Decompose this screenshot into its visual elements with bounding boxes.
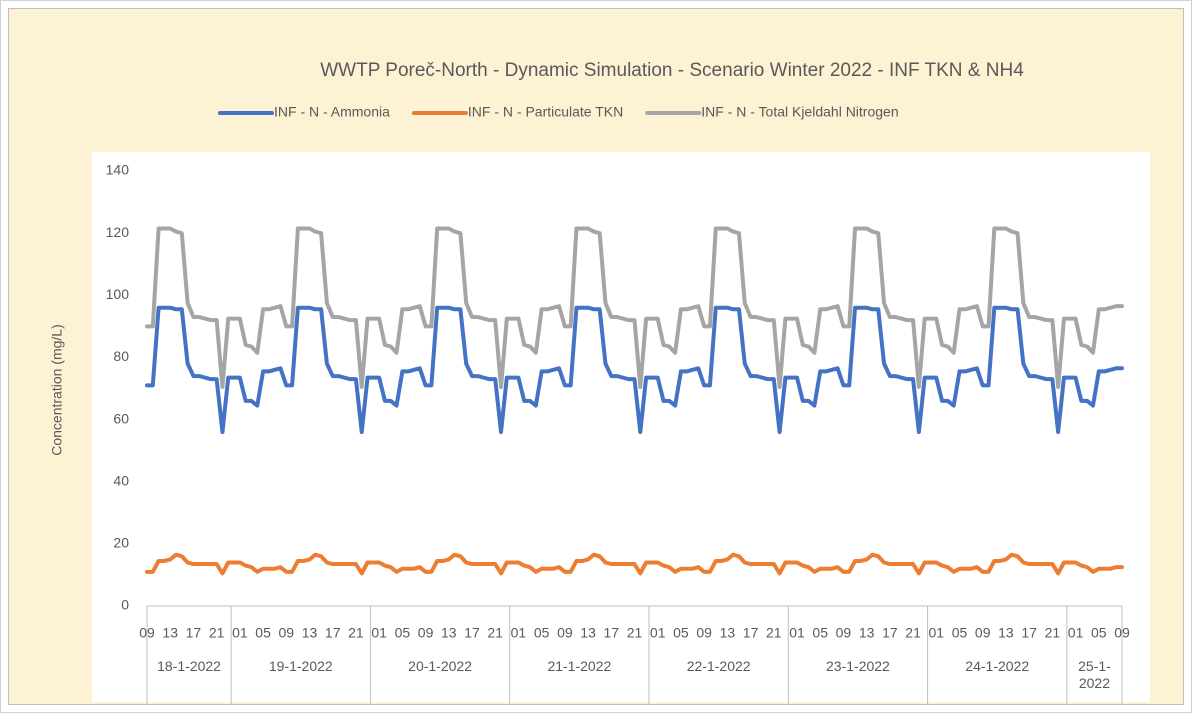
x-tick-label: 05 [1091,625,1107,641]
legend-label: INF - N - Ammonia [274,104,390,120]
x-tick-label: 17 [464,625,480,641]
x-tick-label: 17 [1021,625,1037,641]
x-tick-label: 05 [534,625,550,641]
x-tick-label: 01 [232,625,248,641]
y-tick-label: 100 [106,286,130,302]
x-tick-label: 17 [325,625,341,641]
x-tick-label: 13 [580,625,596,641]
x-tick-label: 21 [1045,625,1061,641]
y-axis-label: Concentration (mg/L) [49,324,65,456]
day-label: 18-1-2022 [157,658,221,674]
y-tick-label: 40 [113,472,129,488]
x-tick-label: 13 [302,625,318,641]
day-label: 22-1-2022 [686,658,751,674]
x-tick-label: 21 [766,625,782,641]
day-label: 21-1-2022 [547,658,612,674]
series-line [145,226,1124,389]
x-tick-label: 09 [418,625,434,641]
x-tick-label: 09 [557,625,573,641]
x-tick-label: 05 [812,625,828,641]
x-tick-label: 05 [255,625,271,641]
y-tick-label: 0 [121,597,129,613]
x-tick-label: 21 [487,625,503,641]
x-tick-label: 01 [1068,625,1084,641]
x-tick-label: 13 [441,625,457,641]
x-tick-label: 17 [882,625,898,641]
day-label: 20-1-2022 [408,658,472,674]
day-label: 19-1-2022 [268,658,333,674]
day-label: 25-1-2022 [1078,658,1111,691]
series-line [145,305,1124,434]
x-tick-label: 01 [928,625,944,641]
x-tick-label: 01 [789,625,805,641]
y-tick-label: 120 [106,224,130,240]
x-tick-label: 01 [650,625,666,641]
x-tick-label: 01 [511,625,527,641]
x-tick-label: 13 [720,625,736,641]
x-tick-label: 09 [975,625,991,641]
legend-label: INF - N - Total Kjeldahl Nitrogen [701,104,898,120]
y-tick-label: 60 [113,410,129,426]
x-tick-label: 21 [348,625,364,641]
x-tick-label: 21 [905,625,921,641]
x-tick-label: 09 [836,625,852,641]
y-tick-label: 80 [113,348,129,364]
x-tick-label: 17 [743,625,759,641]
x-tick-label: 21 [627,625,643,641]
legend-label: INF - N - Particulate TKN [468,104,623,120]
x-tick-label: 09 [278,625,294,641]
chart-title: WWTP Poreč-North - Dynamic Simulation - … [320,60,1024,81]
x-tick-label: 05 [952,625,968,641]
day-label: 23-1-2022 [826,658,890,674]
x-tick-label: 21 [209,625,225,641]
x-tick-label: 13 [859,625,875,641]
y-tick-label: 140 [106,162,130,178]
y-tick-label: 20 [113,535,129,551]
x-tick-label: 13 [162,625,178,641]
x-tick-label: 05 [395,625,411,641]
x-tick-label: 17 [186,625,202,641]
series-line [145,552,1124,576]
x-tick-label: 09 [696,625,712,641]
plot-area [92,152,1150,702]
x-tick-label: 13 [998,625,1014,641]
x-tick-label: 05 [673,625,689,641]
day-label: 24-1-2022 [965,658,1030,674]
x-tick-label: 01 [371,625,387,641]
x-tick-label: 17 [603,625,619,641]
